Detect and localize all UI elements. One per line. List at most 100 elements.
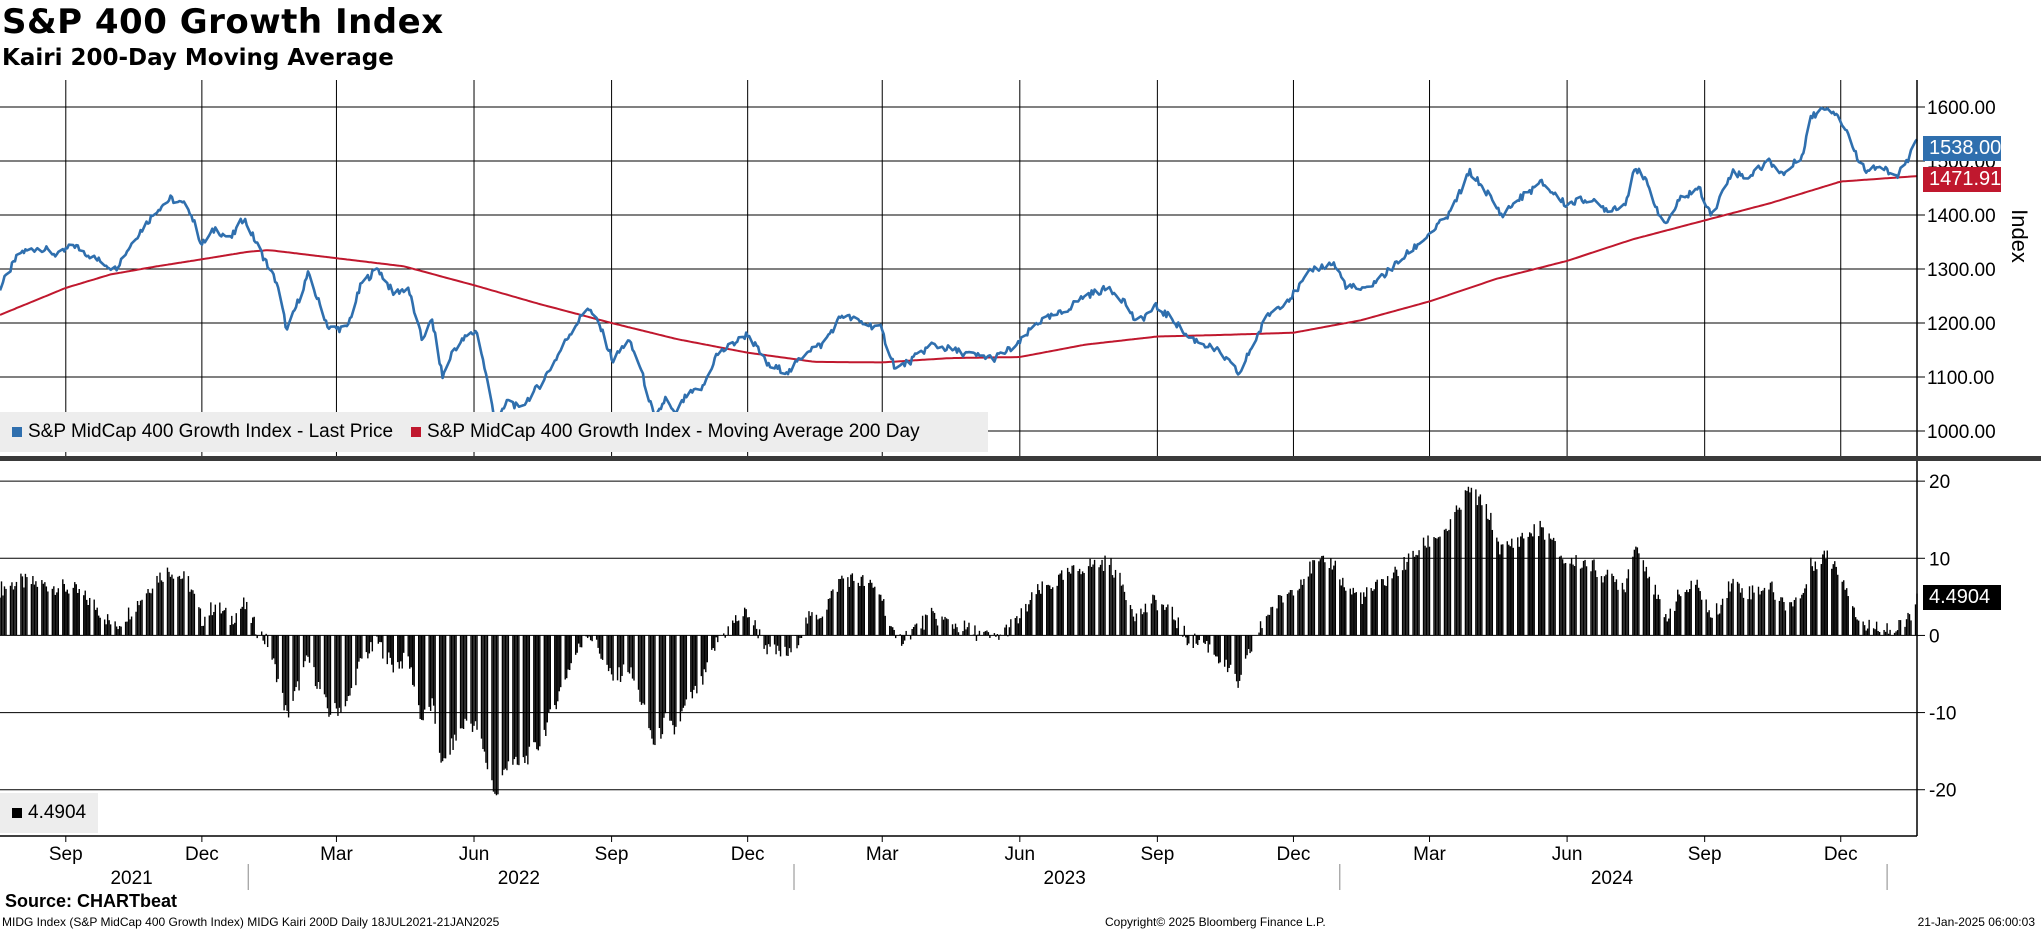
- kairi-bar-291: [607, 635, 610, 672]
- kairi-bar-798: [1668, 618, 1670, 636]
- kairi-bar-898: [1877, 630, 1879, 636]
- kairi-bar-33: [66, 589, 68, 636]
- kairi-bar-276: [576, 635, 578, 653]
- kairi-bar-329: [685, 635, 688, 700]
- kairi-bar-760: [1590, 571, 1592, 636]
- kairi-bar-578: [1207, 635, 1209, 653]
- kairi-bar-508: [1060, 570, 1063, 636]
- kairi-bar-238: [495, 635, 498, 796]
- kairi-bar-828: [1730, 583, 1733, 636]
- kairi-bar-81: [168, 571, 170, 636]
- kairi-bar-50: [103, 619, 106, 636]
- kairi-bar-216: [450, 635, 453, 739]
- kairi-bar-45: [93, 599, 95, 636]
- kairi-bar-901: [1884, 631, 1887, 636]
- kairi-bar-6: [11, 582, 13, 636]
- kairi-bar-163: [338, 635, 341, 708]
- kairi-bar-465: [972, 634, 975, 636]
- kairi-bar-170: [355, 635, 357, 686]
- kairi-bar-253: [527, 635, 529, 765]
- kairi-bar-271: [566, 635, 568, 679]
- kairi-bar-48: [97, 615, 100, 636]
- kairi-bar-332: [693, 635, 695, 690]
- kairi-bar-13: [24, 573, 27, 636]
- kairi-bar-862: [1802, 592, 1805, 636]
- kairi-bar-553: [1155, 599, 1157, 636]
- kairi-bar-880: [1841, 581, 1843, 636]
- kairi-bar-394: [821, 616, 824, 636]
- kairi-bar-414: [863, 585, 865, 636]
- kairi-bar-636: [1330, 558, 1332, 636]
- top-ytick-label-4: 1400.00: [1927, 206, 1996, 227]
- kairi-bar-405: [847, 577, 849, 636]
- kairi-bar-591: [1235, 635, 1238, 682]
- kairi-bar-569: [1188, 635, 1190, 644]
- kairi-bar-355: [742, 616, 744, 636]
- kairi-bar-594: [1240, 635, 1242, 675]
- kairi-bar-548: [1144, 603, 1147, 636]
- kairi-bar-683: [1427, 535, 1429, 636]
- kairi-bar-326: [681, 635, 683, 712]
- kairi-bar-803: [1678, 594, 1680, 636]
- kairi-bar-461: [963, 620, 966, 636]
- xtick-year-label-1: 2022: [498, 868, 540, 889]
- kairi-bar-624: [1303, 578, 1305, 636]
- kairi-bar-481: [1005, 624, 1008, 636]
- kairi-bar-95: [198, 607, 200, 636]
- kairi-bar-207: [431, 635, 433, 699]
- kairi-bar-310: [648, 635, 650, 729]
- kairi-bar-398: [830, 590, 833, 636]
- kairi-bar-756: [1581, 567, 1583, 636]
- kairi-bar-2: [2, 595, 4, 636]
- kairi-bar-685: [1433, 537, 1435, 636]
- kairi-bar-447: [933, 612, 936, 636]
- kairi-bar-362: [755, 628, 758, 636]
- kairi-bar-300: [627, 635, 629, 673]
- kairi-bar-493: [1029, 599, 1031, 636]
- kairi-bar-60: [124, 621, 127, 636]
- kairi-bar-157: [326, 635, 329, 709]
- kairi-bar-631: [1319, 559, 1322, 636]
- kairi-bar-12: [23, 587, 25, 636]
- kairi-bar-229: [476, 635, 478, 730]
- kairi-bar-539: [1125, 600, 1127, 636]
- xtick-year-label-2: 2023: [1044, 868, 1086, 889]
- kairi-bar-281: [586, 635, 589, 639]
- kairi-bar-629: [1313, 560, 1316, 636]
- kairi-bar-90: [187, 576, 190, 636]
- kairi-bar-735: [1537, 536, 1540, 636]
- kairi-bar-177: [368, 635, 371, 654]
- kairi-bar-333: [694, 635, 697, 686]
- kairi-bar-161: [335, 635, 338, 709]
- kairi-bar-795: [1663, 617, 1665, 636]
- kairi-bar-609: [1271, 606, 1274, 636]
- kairi-bar-547: [1143, 612, 1145, 636]
- kairi-bar-567: [1185, 635, 1187, 638]
- kairi-bar-912: [1907, 612, 1909, 636]
- kairi-bar-256: [534, 635, 537, 743]
- kairi-bar-704: [1470, 487, 1473, 636]
- kairi-bar-128: [265, 633, 267, 636]
- kairi-bar-434: [905, 630, 907, 636]
- kairi-bar-354: [737, 620, 740, 636]
- kairi-bar-167: [347, 635, 350, 697]
- kairi-bar-293: [610, 635, 613, 675]
- chart-title: S&P 400 Growth Index: [2, 2, 444, 42]
- kairi-bar-312: [651, 635, 653, 739]
- kairi-bar-351: [733, 622, 735, 636]
- kairi-bar-652: [1363, 592, 1365, 636]
- kairi-bar-533: [1113, 577, 1115, 636]
- kairi-bar-147: [305, 635, 308, 656]
- kairi-bar-249: [518, 635, 520, 766]
- kairi-bar-473: [987, 632, 990, 636]
- kairi-bar-619: [1292, 595, 1295, 636]
- kairi-bar-352: [734, 615, 737, 636]
- kairi-bar-492: [1028, 604, 1030, 636]
- kairi-bar-331: [691, 635, 694, 699]
- kairi-bar-155: [323, 635, 326, 695]
- kairi-bar-262: [546, 635, 548, 723]
- kairi-bar-546: [1141, 614, 1144, 636]
- kairi-bar-640: [1339, 579, 1341, 636]
- kairi-bar-682: [1425, 547, 1428, 636]
- kairi-bar-343: [715, 635, 717, 638]
